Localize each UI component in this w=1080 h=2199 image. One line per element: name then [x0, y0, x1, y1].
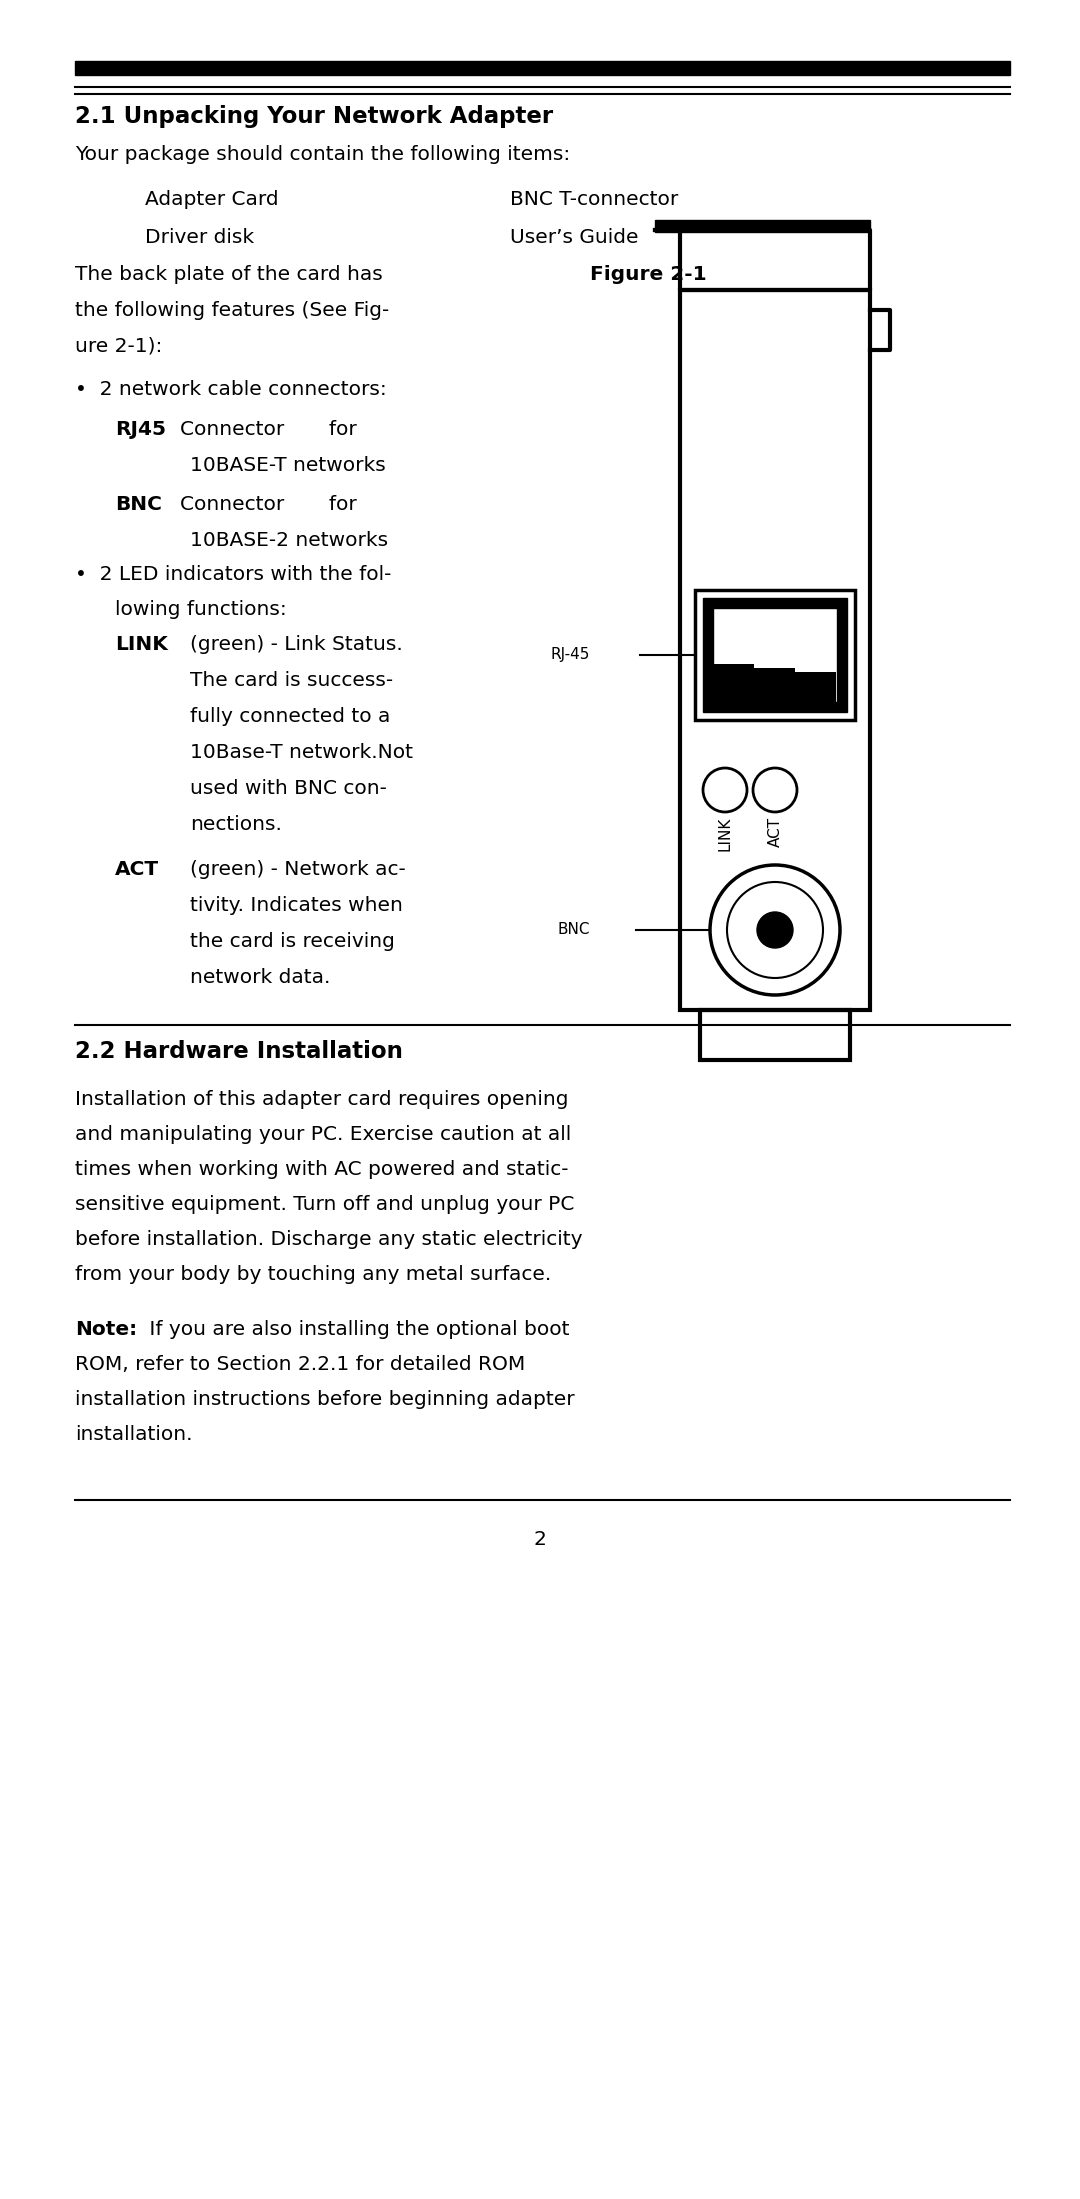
Text: 2.1 Unpacking Your Network Adapter: 2.1 Unpacking Your Network Adapter — [75, 106, 553, 128]
Text: tivity. Indicates when: tivity. Indicates when — [190, 895, 403, 915]
Circle shape — [703, 767, 747, 811]
Bar — [795, 673, 836, 701]
Text: sensitive equipment. Turn off and unplug your PC: sensitive equipment. Turn off and unplug… — [75, 1194, 575, 1214]
Text: RJ-45: RJ-45 — [551, 647, 590, 662]
Text: 10BASE-2 networks: 10BASE-2 networks — [190, 530, 388, 550]
Bar — [703, 598, 847, 712]
Text: nections.: nections. — [190, 816, 282, 833]
Circle shape — [727, 882, 823, 979]
Text: 10BASE-T networks: 10BASE-T networks — [190, 455, 386, 475]
Text: installation instructions before beginning adapter: installation instructions before beginni… — [75, 1390, 575, 1410]
Text: ACT: ACT — [114, 860, 159, 880]
Text: ACT: ACT — [768, 818, 783, 847]
Text: installation.: installation. — [75, 1425, 192, 1445]
Text: LINK: LINK — [717, 818, 732, 851]
Text: Adapter Card: Adapter Card — [145, 189, 279, 209]
Text: and manipulating your PC. Exercise caution at all: and manipulating your PC. Exercise cauti… — [75, 1126, 571, 1143]
Text: 2: 2 — [534, 1531, 546, 1548]
Text: (green) - Link Status.: (green) - Link Status. — [190, 636, 403, 653]
Text: before installation. Discharge any static electricity: before installation. Discharge any stati… — [75, 1229, 582, 1249]
Bar — [713, 607, 837, 701]
Text: LINK: LINK — [114, 636, 167, 653]
Bar — [696, 589, 855, 719]
Text: If you are also installing the optional boot: If you are also installing the optional … — [143, 1319, 569, 1339]
Text: lowing functions:: lowing functions: — [114, 600, 287, 618]
Text: BNC: BNC — [114, 495, 162, 515]
Circle shape — [710, 864, 840, 994]
Text: The card is success-: The card is success- — [190, 671, 393, 690]
Text: times when working with AC powered and static-: times when working with AC powered and s… — [75, 1161, 568, 1179]
Bar — [713, 664, 754, 701]
Bar — [700, 1009, 850, 1060]
Text: The back plate of the card has: The back plate of the card has — [75, 266, 382, 284]
Text: Installation of this adapter card requires opening: Installation of this adapter card requir… — [75, 1091, 568, 1108]
Text: network data.: network data. — [190, 968, 330, 987]
Text: ure 2-1):: ure 2-1): — [75, 336, 162, 356]
Text: (green) - Network ac-: (green) - Network ac- — [190, 860, 406, 880]
Text: Figure 2-1: Figure 2-1 — [590, 266, 706, 284]
Text: fully connected to a: fully connected to a — [190, 708, 390, 726]
Text: Connector       for: Connector for — [180, 495, 356, 515]
Text: Driver disk: Driver disk — [145, 229, 254, 246]
Text: •  2 LED indicators with the fol-: • 2 LED indicators with the fol- — [75, 565, 391, 585]
Text: from your body by touching any metal surface.: from your body by touching any metal sur… — [75, 1264, 551, 1284]
Text: Your package should contain the following items:: Your package should contain the followin… — [75, 145, 570, 165]
Circle shape — [753, 767, 797, 811]
Text: •  2 network cable connectors:: • 2 network cable connectors: — [75, 380, 387, 398]
Text: used with BNC con-: used with BNC con- — [190, 778, 387, 798]
Text: the card is receiving: the card is receiving — [190, 932, 395, 950]
Bar — [754, 668, 795, 701]
Circle shape — [757, 913, 793, 948]
Text: RJ45: RJ45 — [114, 420, 166, 440]
Text: ROM, refer to Section 2.2.1 for detailed ROM: ROM, refer to Section 2.2.1 for detailed… — [75, 1355, 525, 1374]
Text: the following features (See Fig-: the following features (See Fig- — [75, 301, 389, 321]
Text: Connector       for: Connector for — [180, 420, 356, 440]
Bar — [654, 220, 870, 233]
Bar — [680, 290, 870, 1009]
Text: 2.2 Hardware Installation: 2.2 Hardware Installation — [75, 1040, 403, 1062]
Text: BNC: BNC — [557, 924, 590, 937]
Text: User’s Guide: User’s Guide — [510, 229, 638, 246]
Bar — [75, 62, 1010, 75]
Text: BNC T-connector: BNC T-connector — [510, 189, 678, 209]
Text: Note:: Note: — [75, 1319, 137, 1339]
Text: 10Base-T network.Not: 10Base-T network.Not — [190, 743, 413, 763]
